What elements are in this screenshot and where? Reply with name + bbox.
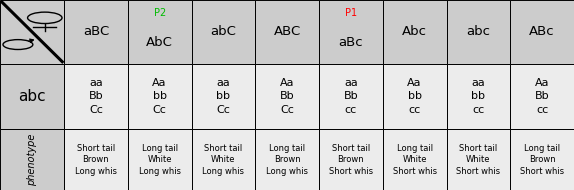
Bar — [510, 64, 574, 129]
Text: phenotype: phenotype — [27, 133, 37, 186]
Text: Long tail
Brown
Long whis: Long tail Brown Long whis — [266, 144, 308, 176]
Bar — [319, 0, 383, 64]
Text: Short tail
White
Short whis: Short tail White Short whis — [456, 144, 501, 176]
Text: Long tail
White
Short whis: Long tail White Short whis — [393, 144, 437, 176]
Bar — [319, 129, 383, 190]
Text: Long tail
Brown
Short whis: Long tail Brown Short whis — [520, 144, 564, 176]
Text: aBc: aBc — [339, 36, 363, 49]
Bar — [0, 64, 64, 129]
Text: P1: P1 — [345, 8, 357, 18]
Bar — [128, 0, 192, 64]
Bar — [255, 64, 319, 129]
Text: abc: abc — [467, 25, 490, 38]
Bar — [0, 129, 64, 190]
Bar — [447, 64, 510, 129]
Bar — [192, 129, 255, 190]
Bar — [383, 129, 447, 190]
Text: P2: P2 — [153, 8, 166, 18]
Text: Abc: Abc — [402, 25, 427, 38]
Text: Short tail
Brown
Short whis: Short tail Brown Short whis — [329, 144, 373, 176]
Text: aa
Bb
Cc: aa Bb Cc — [88, 78, 103, 115]
Bar — [447, 0, 510, 64]
Bar — [192, 0, 255, 64]
Text: aa
bb
Cc: aa bb Cc — [216, 78, 230, 115]
Text: aBC: aBC — [83, 25, 109, 38]
Bar — [510, 129, 574, 190]
Bar — [64, 64, 128, 129]
Text: Short tail
White
Long whis: Short tail White Long whis — [203, 144, 245, 176]
Text: Aa
Bb
cc: Aa Bb cc — [535, 78, 549, 115]
Bar — [255, 129, 319, 190]
Text: aa
Bb
cc: aa Bb cc — [344, 78, 358, 115]
Bar — [319, 64, 383, 129]
Text: Aa
bb
Cc: Aa bb Cc — [152, 78, 167, 115]
Text: aa
bb
cc: aa bb cc — [471, 78, 486, 115]
Bar — [128, 64, 192, 129]
Text: Long tail
White
Long whis: Long tail White Long whis — [139, 144, 181, 176]
Bar — [192, 64, 255, 129]
Bar — [64, 0, 128, 64]
Bar — [255, 0, 319, 64]
Text: Aa
Bb
Cc: Aa Bb Cc — [280, 78, 294, 115]
Text: ABC: ABC — [273, 25, 301, 38]
Bar — [128, 129, 192, 190]
Bar — [447, 129, 510, 190]
Bar — [0, 0, 64, 64]
Bar — [383, 64, 447, 129]
Bar — [383, 0, 447, 64]
Text: Short tail
Brown
Long whis: Short tail Brown Long whis — [75, 144, 117, 176]
Text: abc: abc — [18, 89, 46, 104]
Bar — [64, 129, 128, 190]
Text: ABc: ABc — [529, 25, 555, 38]
Text: AbC: AbC — [146, 36, 173, 49]
Text: abC: abC — [211, 25, 236, 38]
Text: Aa
bb
cc: Aa bb cc — [408, 78, 422, 115]
Bar — [510, 0, 574, 64]
